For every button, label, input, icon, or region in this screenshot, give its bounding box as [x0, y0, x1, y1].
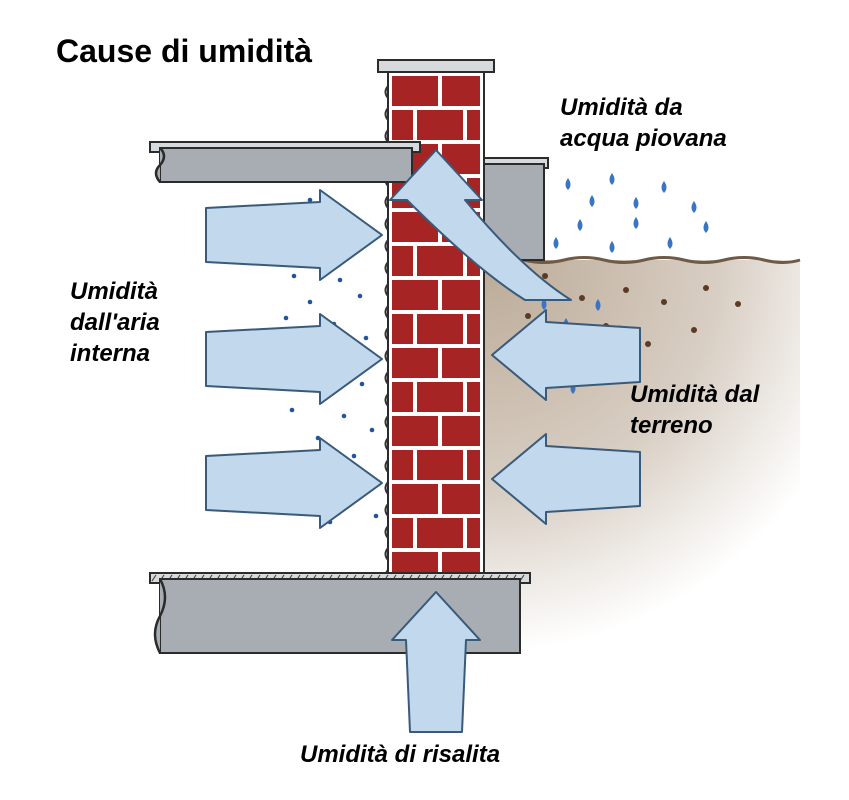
brick [442, 280, 480, 310]
label-rain-l2: acqua piovana [560, 125, 727, 152]
label-interior-l3: interna [70, 340, 150, 367]
interior-moisture-dot [308, 300, 313, 305]
interior-moisture-dot [352, 454, 357, 459]
brick [442, 484, 480, 514]
brick [392, 382, 413, 412]
interior-moisture-dot [370, 428, 375, 433]
brick [467, 518, 480, 548]
interior-moisture-dot [360, 382, 365, 387]
interior-moisture-dot [290, 408, 295, 413]
interior-moisture-dot [338, 278, 343, 283]
soil-particle [542, 273, 548, 279]
interior-moisture-dot [374, 514, 379, 519]
brick [467, 382, 480, 412]
label-interior-l2: dall'aria [70, 309, 160, 336]
brick [392, 246, 413, 276]
brick [392, 110, 413, 140]
brick [392, 76, 438, 106]
interior-moisture-dot [342, 414, 347, 419]
ceiling-beam [160, 148, 412, 182]
brick [417, 518, 463, 548]
soil-particle [703, 285, 709, 291]
brick [417, 246, 463, 276]
interior-moisture-dot [364, 336, 369, 341]
soil-particle [579, 295, 585, 301]
brick [392, 348, 438, 378]
soil-particle [661, 299, 667, 305]
brick [467, 110, 480, 140]
diagram-title: Cause di umidità [56, 33, 312, 69]
label-ground-l1: Umidità dal [630, 381, 761, 408]
brick [392, 518, 413, 548]
brick [467, 314, 480, 344]
label-rain-l1: Umidità da [560, 94, 683, 121]
soil-particle [735, 301, 741, 307]
brick [442, 416, 480, 446]
brick [442, 76, 480, 106]
brick [417, 450, 463, 480]
brick [467, 450, 480, 480]
wall-cap [378, 60, 494, 72]
soil-particle [623, 287, 629, 293]
brick [417, 382, 463, 412]
interior-moisture-dot [284, 316, 289, 321]
label-ground-l2: terreno [630, 412, 713, 439]
interior-moisture-dot [358, 294, 363, 299]
brick [392, 416, 438, 446]
brick [417, 110, 463, 140]
interior-moisture-dot [292, 274, 297, 279]
brick [392, 314, 413, 344]
brick [392, 484, 438, 514]
brick [392, 280, 438, 310]
label-rising: Umidità di risalita [300, 741, 500, 768]
soil-particle [525, 313, 531, 319]
brick [392, 450, 413, 480]
soil-particle [691, 327, 697, 333]
label-interior-l1: Umidità [70, 278, 158, 305]
brick [442, 348, 480, 378]
brick [417, 314, 463, 344]
soil-particle [645, 341, 651, 347]
